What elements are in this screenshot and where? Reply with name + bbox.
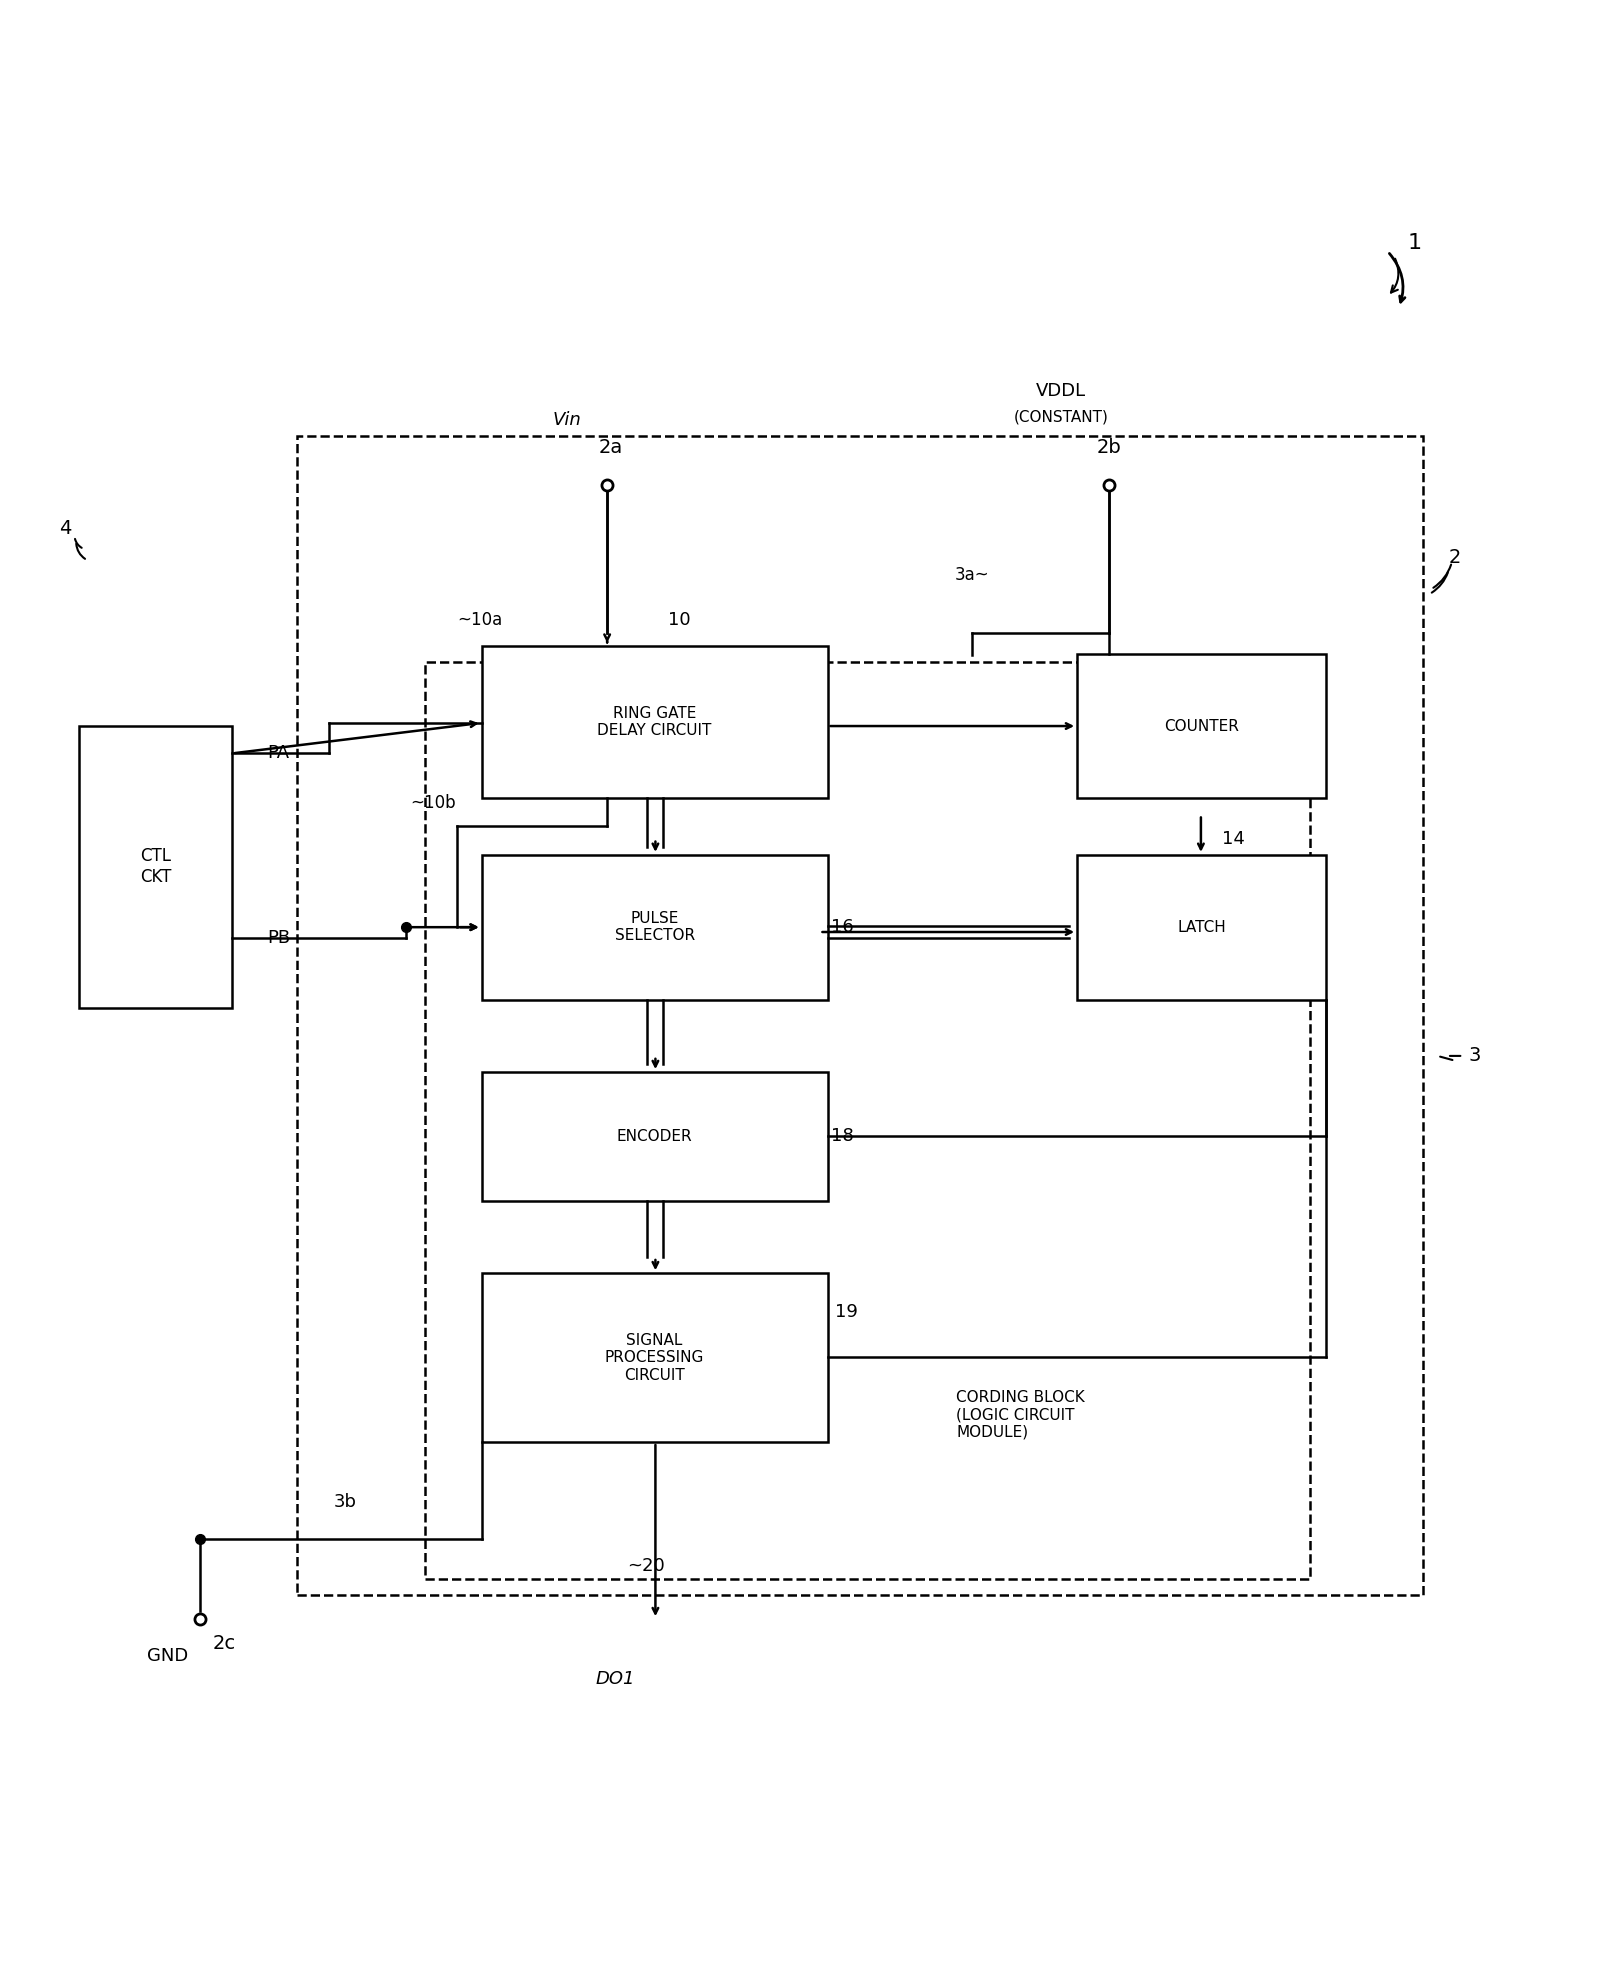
Text: (CONSTANT): (CONSTANT)	[1013, 409, 1109, 425]
Text: LATCH: LATCH	[1177, 921, 1225, 934]
FancyArrowPatch shape	[76, 543, 84, 559]
Text: COUNTER: COUNTER	[1164, 718, 1238, 734]
Text: 2a: 2a	[599, 439, 623, 456]
FancyArrowPatch shape	[1440, 1056, 1453, 1060]
FancyBboxPatch shape	[482, 645, 828, 799]
Text: 3b: 3b	[333, 1493, 357, 1511]
FancyBboxPatch shape	[482, 1072, 828, 1200]
Text: 4: 4	[58, 519, 71, 537]
Text: ~10a: ~10a	[458, 612, 503, 629]
Text: VDDL: VDDL	[1035, 382, 1086, 401]
Text: ENCODER: ENCODER	[617, 1129, 693, 1145]
Text: 3: 3	[1469, 1046, 1480, 1066]
Text: 2b: 2b	[1097, 439, 1121, 456]
FancyBboxPatch shape	[1078, 653, 1326, 799]
Text: Vin: Vin	[552, 411, 581, 429]
Text: 3a~: 3a~	[954, 566, 990, 584]
Text: DO1: DO1	[596, 1670, 635, 1688]
Text: 2: 2	[1449, 547, 1461, 566]
Text: 18: 18	[831, 1127, 854, 1145]
Text: PULSE
SELECTOR: PULSE SELECTOR	[615, 911, 695, 944]
Text: 16: 16	[831, 919, 854, 936]
FancyBboxPatch shape	[482, 856, 828, 999]
Text: 1: 1	[1407, 234, 1422, 254]
Text: ~10b: ~10b	[411, 795, 456, 812]
Text: ~20: ~20	[626, 1558, 665, 1576]
Text: PB: PB	[268, 930, 291, 948]
Text: 2c: 2c	[213, 1635, 235, 1652]
Text: RING GATE
DELAY CIRCUIT: RING GATE DELAY CIRCUIT	[597, 706, 712, 738]
FancyBboxPatch shape	[482, 1273, 828, 1442]
Text: CTL
CKT: CTL CKT	[140, 848, 172, 887]
Text: 14: 14	[1222, 830, 1245, 848]
Text: 19: 19	[836, 1302, 859, 1320]
Text: PA: PA	[268, 744, 291, 763]
FancyArrowPatch shape	[1431, 572, 1448, 592]
Text: 10: 10	[669, 612, 691, 629]
Text: SIGNAL
PROCESSING
CIRCUIT: SIGNAL PROCESSING CIRCUIT	[605, 1334, 704, 1383]
FancyArrowPatch shape	[1391, 260, 1399, 293]
FancyBboxPatch shape	[1078, 856, 1326, 999]
Text: GND: GND	[148, 1646, 188, 1666]
FancyBboxPatch shape	[80, 726, 232, 1007]
Text: CORDING BLOCK
(LOGIC CIRCUIT
MODULE): CORDING BLOCK (LOGIC CIRCUIT MODULE)	[956, 1391, 1086, 1440]
